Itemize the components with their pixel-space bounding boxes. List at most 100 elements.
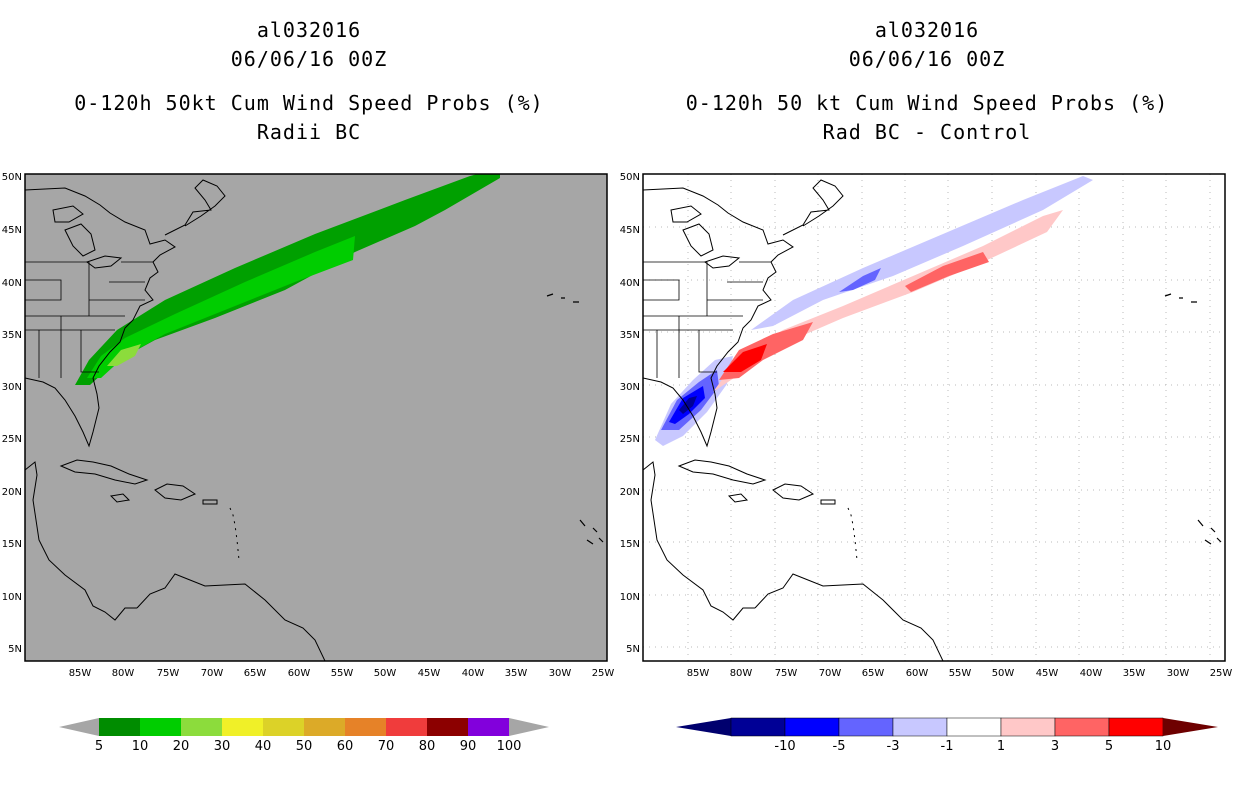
right-lat-label: 50N: [620, 172, 640, 183]
right-colorbar-label: -3: [887, 739, 900, 754]
right-colorbar-swatch: [1054, 717, 1110, 737]
right-axis-labels: 85W 80W 75W 70W 65W 60W 55W 50W 45W 40W 35W 30W 25W 5…: [620, 172, 1233, 679]
left-lon-label: 85W: [69, 668, 92, 679]
left-colorbar-swatch: [468, 718, 509, 736]
right-lon-label: 70W: [819, 668, 842, 679]
right-colorbar-label: 1: [997, 739, 1005, 754]
left-lon-label: 40W: [462, 668, 485, 679]
right-lat-label: 45N: [620, 225, 640, 236]
right-pos-band-mid-ne: [905, 252, 989, 292]
left-colorbar-swatch: [181, 718, 222, 736]
left-prob-band-inner: [107, 344, 141, 366]
left-colorbar-label: 5: [95, 739, 103, 754]
left-lon-label: 30W: [549, 668, 572, 679]
right-map-frame: [642, 173, 1226, 662]
left-lat-label: 20N: [2, 487, 22, 498]
right-colorbar-label: 5: [1105, 739, 1113, 754]
right-lon-label: 30W: [1167, 668, 1190, 679]
right-grid: [643, 174, 1225, 661]
right-lon-label: 50W: [992, 668, 1015, 679]
right-map: [642, 173, 1226, 662]
left-datetime: 06/06/16 00Z: [230, 47, 388, 71]
right-lon-label: 65W: [862, 668, 885, 679]
left-colorbar-label: 90: [460, 739, 477, 754]
right-lat-label: 10N: [620, 592, 640, 603]
left-axis-labels: 85W 80W 75W 70W 65W 60W 55W 50W 45W 40W 35W 30W 25W 5…: [2, 172, 615, 679]
right-colorbar-swatch: [1000, 717, 1056, 737]
right-colorbar-low-arrow: [676, 718, 731, 736]
left-lat-label: 10N: [2, 592, 22, 603]
right-neg-band-max: [679, 396, 697, 414]
left-colorbar-label: 60: [337, 739, 354, 754]
right-neg-spot: [839, 268, 881, 292]
right-colorbar-swatch: [892, 717, 948, 737]
left-colorbar-label: 10: [132, 739, 149, 754]
left-colorbar-label: 70: [378, 739, 395, 754]
left-lon-label: 70W: [201, 668, 224, 679]
right-lon-label: 60W: [906, 668, 929, 679]
right-lon-label: 80W: [730, 668, 753, 679]
left-product-title: 0-120h 50kt Cum Wind Speed Probs (%): [74, 91, 544, 115]
left-colorbar-label: 40: [255, 739, 272, 754]
right-pos-band-strong: [723, 344, 767, 372]
left-lat-label: 5N: [8, 644, 22, 655]
right-colorbar-swatch: [946, 717, 1002, 737]
right-colorbar-label: -1: [941, 739, 954, 754]
right-lon-label: 45W: [1036, 668, 1059, 679]
right-lon-label: 25W: [1210, 668, 1233, 679]
right-lon-label: 55W: [949, 668, 972, 679]
right-lon-label: 40W: [1080, 668, 1103, 679]
left-colorbar-high-arrow: [509, 718, 549, 736]
left-colorbar: 5 10 20 30 40 50 60 70 80 90 100: [59, 718, 549, 754]
left-colorbar-swatch: [263, 718, 304, 736]
left-storm-id: al032016: [256, 18, 362, 42]
left-colorbar-swatch: [222, 718, 263, 736]
right-product-title: 0-120h 50 kt Cum Wind Speed Probs (%): [685, 91, 1169, 115]
left-subtitle: Radii BC: [256, 120, 362, 144]
right-colorbar-label: -10: [774, 739, 795, 754]
left-lat-label: 40N: [2, 278, 22, 289]
left-lon-label: 50W: [374, 668, 397, 679]
left-colorbar-label: 100: [497, 739, 522, 754]
right-subtitle: Rad BC - Control: [822, 120, 1032, 144]
right-neg-band-light: [751, 176, 1093, 330]
right-storm-id: al032016: [874, 18, 980, 42]
left-colorbar-label: 50: [296, 739, 313, 754]
right-colorbar-label: -5: [833, 739, 846, 754]
left-colorbar-swatch: [304, 718, 345, 736]
left-lat-label: 30N: [2, 382, 22, 393]
right-colorbar-label: 3: [1051, 739, 1059, 754]
left-lat-label: 15N: [2, 539, 22, 550]
left-colorbar-label: 20: [173, 739, 190, 754]
right-lat-label: 30N: [620, 382, 640, 393]
right-lon-label: 75W: [775, 668, 798, 679]
left-prob-band-mid: [87, 236, 355, 378]
right-lat-label: 40N: [620, 278, 640, 289]
left-colorbar-swatch: [99, 718, 140, 736]
right-lat-label: 25N: [620, 434, 640, 445]
right-colorbar-swatch: [838, 717, 894, 737]
right-colorbar: -10 -5 -3 -1 1 3 5 10: [676, 717, 1218, 754]
left-colorbar-low-arrow: [59, 718, 99, 736]
left-lat-label: 35N: [2, 330, 22, 341]
right-colorbar-swatch: [730, 717, 786, 737]
left-lon-label: 35W: [505, 668, 528, 679]
left-lon-label: 60W: [288, 668, 311, 679]
right-datetime: 06/06/16 00Z: [848, 47, 1006, 71]
left-lon-label: 75W: [157, 668, 180, 679]
right-colorbar-high-arrow: [1163, 718, 1218, 736]
right-colorbar-label: 10: [1155, 739, 1172, 754]
left-map: [24, 173, 608, 662]
right-lat-label: 15N: [620, 539, 640, 550]
right-lat-label: 35N: [620, 330, 640, 341]
right-colorbar-swatch: [784, 717, 840, 737]
right-colorbar-swatch: [1108, 717, 1164, 737]
left-colorbar-swatch: [140, 718, 181, 736]
left-colorbar-swatch: [345, 718, 386, 736]
left-lon-label: 65W: [244, 668, 267, 679]
left-lat-label: 45N: [2, 225, 22, 236]
left-map-frame: [24, 173, 608, 662]
left-colorbar-label: 80: [419, 739, 436, 754]
left-lon-label: 25W: [592, 668, 615, 679]
